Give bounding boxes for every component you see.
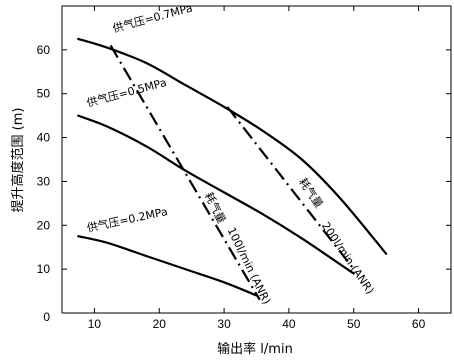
series-line-2 (77, 235, 258, 297)
x-axis-label: 输出率 l/min (217, 341, 293, 357)
x-tick-label: 60 (412, 317, 426, 331)
y-tick-label: 60 (37, 43, 51, 57)
y-tick-label: 0 (43, 310, 50, 324)
annotation-label: 耗气量 (296, 175, 326, 210)
series-group (77, 37, 388, 301)
y-axis-label: 提升高度范围 (m) (10, 108, 26, 213)
x-tick-label: 10 (88, 317, 102, 331)
y-tick-label: 50 (37, 87, 51, 101)
y-tick-label: 20 (37, 218, 51, 232)
plot-frame (61, 5, 452, 314)
x-tick-label: 50 (347, 317, 361, 331)
annotation-label: 供气压=0.5MPa (85, 75, 168, 110)
series-line-0 (77, 37, 388, 255)
y-tick-label: 10 (37, 262, 51, 276)
y-tick-label: 40 (37, 131, 51, 145)
series-line-3 (109, 44, 261, 301)
series-line-4 (226, 106, 355, 270)
x-tick-label: 30 (217, 317, 231, 331)
annotation-label: 供气压=0.2MPa (86, 204, 169, 235)
x-tick-label: 40 (282, 317, 296, 331)
y-tick-label: 30 (37, 174, 51, 188)
tick-group: 10 20 30 40 50 60 0 10 20 30 40 50 60 (37, 6, 451, 331)
series-line-1 (77, 114, 355, 275)
annotation-label: 100l/min (ANR) (225, 225, 274, 306)
x-tick-label: 20 (153, 317, 167, 331)
